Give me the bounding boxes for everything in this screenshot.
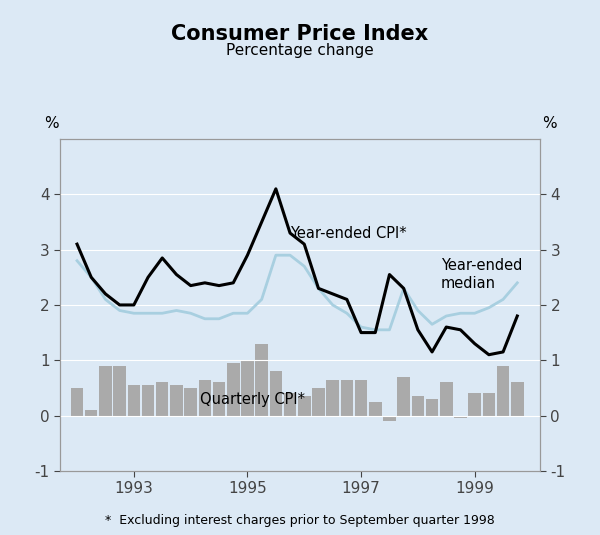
Bar xyxy=(71,388,83,416)
Text: *  Excluding interest charges prior to September quarter 1998: * Excluding interest charges prior to Se… xyxy=(105,514,495,527)
Bar xyxy=(156,383,169,416)
Bar xyxy=(497,366,509,416)
Bar xyxy=(85,410,97,416)
Bar xyxy=(369,402,382,416)
Bar xyxy=(383,416,396,421)
Bar xyxy=(426,399,439,416)
Bar xyxy=(397,377,410,416)
Bar xyxy=(482,393,495,416)
Text: Year-ended
median: Year-ended median xyxy=(440,258,522,291)
Bar xyxy=(469,393,481,416)
Bar xyxy=(241,360,254,416)
Bar xyxy=(184,388,197,416)
Bar xyxy=(312,388,325,416)
Bar xyxy=(511,383,524,416)
Bar xyxy=(298,396,311,416)
Bar xyxy=(142,385,154,416)
Bar xyxy=(284,393,296,416)
Text: %: % xyxy=(542,116,556,131)
Bar xyxy=(326,380,339,416)
Bar xyxy=(454,416,467,418)
Bar xyxy=(213,383,226,416)
Text: Quarterly CPI*: Quarterly CPI* xyxy=(199,392,305,407)
Text: %: % xyxy=(44,116,58,131)
Bar xyxy=(256,343,268,416)
Bar xyxy=(113,366,126,416)
Bar xyxy=(440,383,452,416)
Bar xyxy=(170,385,182,416)
Bar xyxy=(355,380,367,416)
Text: Year-ended CPI*: Year-ended CPI* xyxy=(290,226,407,241)
Bar xyxy=(341,380,353,416)
Text: Percentage change: Percentage change xyxy=(226,43,374,58)
Bar xyxy=(227,363,239,416)
Bar xyxy=(128,385,140,416)
Bar xyxy=(269,371,282,416)
Bar xyxy=(412,396,424,416)
Text: Consumer Price Index: Consumer Price Index xyxy=(172,24,428,44)
Bar xyxy=(199,380,211,416)
Bar xyxy=(99,366,112,416)
